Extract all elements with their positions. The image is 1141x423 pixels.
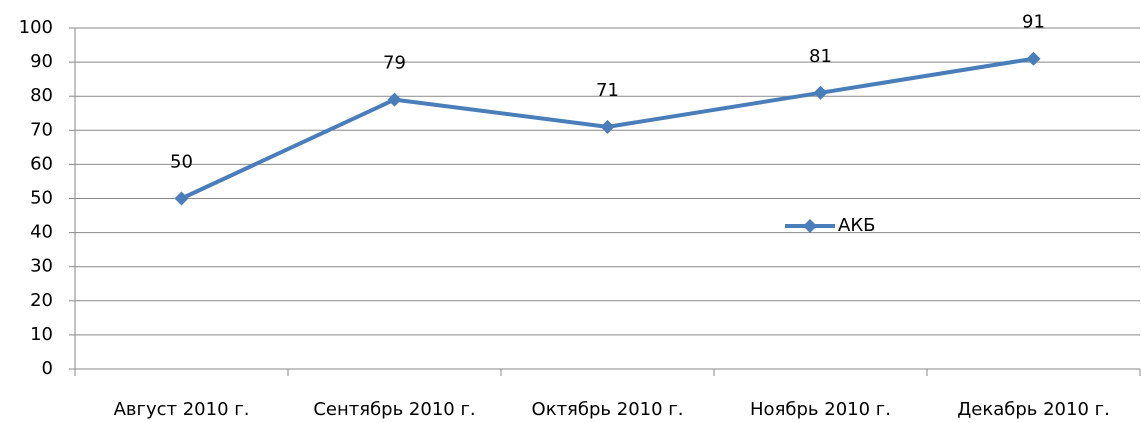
y-tick-label: 30	[30, 256, 53, 277]
y-tick-label: 90	[30, 51, 53, 72]
y-tick-label: 0	[42, 358, 53, 379]
y-tick-label: 50	[30, 188, 53, 209]
x-tick-label: Декабрь 2010 г.	[957, 399, 1110, 420]
marker	[387, 92, 402, 107]
y-tick-label: 10	[30, 324, 53, 345]
y-tick-label: 40	[30, 222, 53, 243]
data-label: 50	[170, 152, 193, 173]
marker	[1026, 51, 1041, 66]
marker	[813, 85, 828, 100]
x-tick-label: Август 2010 г.	[114, 399, 250, 420]
y-tick-label: 80	[30, 85, 53, 106]
x-tick-label: Сентябрь 2010 г.	[313, 399, 475, 420]
y-tick-label: 20	[30, 290, 53, 311]
y-tick-label: 60	[30, 153, 53, 174]
legend-marker	[803, 219, 817, 233]
data-label: 79	[383, 53, 406, 74]
y-tick-label: 100	[19, 17, 53, 38]
y-tick-label: 70	[30, 119, 53, 140]
x-tick-label: Октябрь 2010 г.	[532, 399, 684, 420]
marker	[174, 191, 189, 206]
legend-label: АКБ	[838, 215, 875, 236]
data-label: 71	[596, 80, 619, 101]
marker	[600, 119, 615, 134]
data-label: 81	[809, 46, 832, 67]
x-tick-label: Ноябрь 2010 г.	[750, 399, 891, 420]
data-label: 91	[1022, 12, 1045, 33]
